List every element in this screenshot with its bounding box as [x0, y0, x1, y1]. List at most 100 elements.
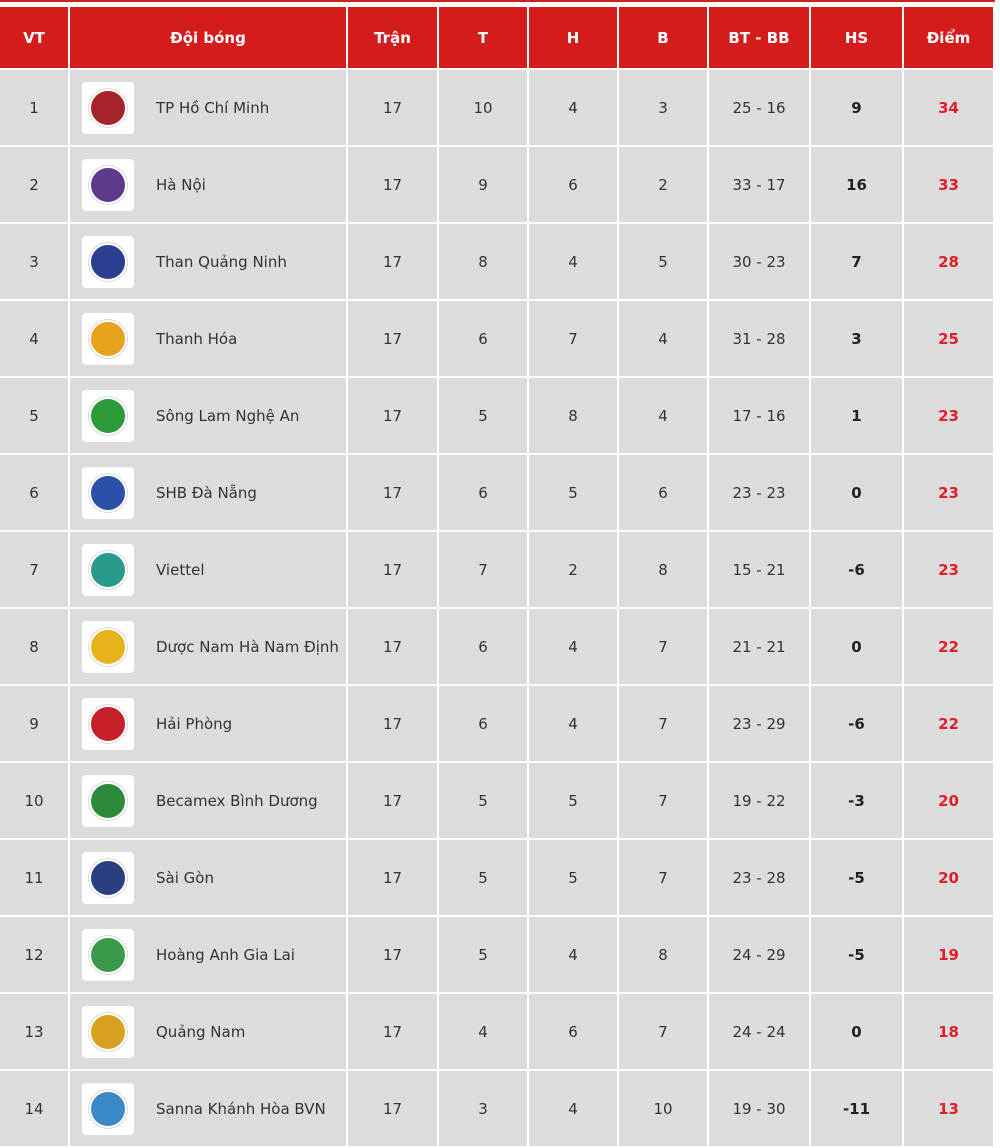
team-cell: Sài Gòn [70, 840, 346, 915]
points: 23 [904, 378, 993, 453]
header-lost: B [619, 7, 707, 68]
team-name: Sài Gòn [156, 868, 214, 887]
team-cell: Hà Nội [70, 147, 346, 222]
goals: 23 - 28 [709, 840, 809, 915]
team-logo-icon [82, 543, 134, 596]
table-row: 3 Than Quảng Ninh 17 8 4 5 30 - 23 7 28 [0, 224, 993, 299]
team-name: Quảng Nam [156, 1022, 246, 1041]
team-cell: Dược Nam Hà Nam Định [70, 609, 346, 684]
team-cell: Quảng Nam [70, 994, 346, 1069]
goal-difference: -5 [811, 840, 902, 915]
won: 3 [439, 1071, 527, 1146]
table-row: 9 Hải Phòng 17 6 4 7 23 - 29 -6 22 [0, 686, 993, 761]
played: 17 [348, 994, 437, 1069]
played: 17 [348, 609, 437, 684]
goal-difference: 7 [811, 224, 902, 299]
drawn: 5 [529, 763, 617, 838]
team-cell: Hải Phòng [70, 686, 346, 761]
header-gd: HS [811, 7, 902, 68]
lost: 2 [619, 147, 707, 222]
won: 8 [439, 224, 527, 299]
played: 17 [348, 763, 437, 838]
lost: 7 [619, 686, 707, 761]
pos: 13 [0, 994, 68, 1069]
team-name: Sanna Khánh Hòa BVN [156, 1099, 326, 1118]
goals: 24 - 29 [709, 917, 809, 992]
won: 10 [439, 70, 527, 145]
team-logo-icon [82, 774, 134, 827]
lost: 8 [619, 917, 707, 992]
header-won: T [439, 7, 527, 68]
won: 6 [439, 686, 527, 761]
pos: 3 [0, 224, 68, 299]
drawn: 4 [529, 686, 617, 761]
drawn: 6 [529, 994, 617, 1069]
pos: 1 [0, 70, 68, 145]
goals: 23 - 23 [709, 455, 809, 530]
drawn: 4 [529, 609, 617, 684]
table-row: 1 TP Hồ Chí Minh 17 10 4 3 25 - 16 9 34 [0, 70, 993, 145]
played: 17 [348, 224, 437, 299]
won: 5 [439, 763, 527, 838]
lost: 3 [619, 70, 707, 145]
table-row: 2 Hà Nội 17 9 6 2 33 - 17 16 33 [0, 147, 993, 222]
goal-difference: 9 [811, 70, 902, 145]
standings-table: VT Đội bóng Trận T H B BT - BB HS Điểm 1… [0, 5, 995, 1148]
drawn: 4 [529, 224, 617, 299]
points: 28 [904, 224, 993, 299]
team-logo-icon [82, 620, 134, 673]
lost: 4 [619, 301, 707, 376]
team-cell: Thanh Hóa [70, 301, 346, 376]
goals: 30 - 23 [709, 224, 809, 299]
goal-difference: 0 [811, 455, 902, 530]
played: 17 [348, 301, 437, 376]
table-row: 8 Dược Nam Hà Nam Định 17 6 4 7 21 - 21 … [0, 609, 993, 684]
team-logo-icon [82, 1005, 134, 1058]
team-cell: Viettel [70, 532, 346, 607]
played: 17 [348, 147, 437, 222]
team-name: Becamex Bình Dương [156, 791, 318, 810]
won: 5 [439, 917, 527, 992]
header-team: Đội bóng [70, 7, 346, 68]
played: 17 [348, 686, 437, 761]
team-name: TP Hồ Chí Minh [156, 98, 270, 117]
top-border [0, 0, 995, 2]
table-row: 13 Quảng Nam 17 4 6 7 24 - 24 0 18 [0, 994, 993, 1069]
points: 33 [904, 147, 993, 222]
drawn: 2 [529, 532, 617, 607]
team-logo-icon [82, 851, 134, 904]
points: 19 [904, 917, 993, 992]
won: 5 [439, 840, 527, 915]
pos: 8 [0, 609, 68, 684]
header-points: Điểm [904, 7, 993, 68]
team-cell: SHB Đà Nẵng [70, 455, 346, 530]
team-name: SHB Đà Nẵng [156, 483, 257, 502]
lost: 7 [619, 609, 707, 684]
team-cell: Than Quảng Ninh [70, 224, 346, 299]
goals: 17 - 16 [709, 378, 809, 453]
team-name: Viettel [156, 560, 205, 579]
table-row: 6 SHB Đà Nẵng 17 6 5 6 23 - 23 0 23 [0, 455, 993, 530]
lost: 4 [619, 378, 707, 453]
team-name: Thanh Hóa [156, 329, 238, 348]
team-logo-icon [82, 312, 134, 365]
pos: 10 [0, 763, 68, 838]
points: 18 [904, 994, 993, 1069]
team-name: Hải Phòng [156, 714, 233, 733]
won: 5 [439, 378, 527, 453]
goal-difference: -6 [811, 686, 902, 761]
won: 6 [439, 455, 527, 530]
pos: 2 [0, 147, 68, 222]
drawn: 4 [529, 1071, 617, 1146]
goal-difference: 16 [811, 147, 902, 222]
header-goals: BT - BB [709, 7, 809, 68]
drawn: 6 [529, 147, 617, 222]
header-drawn: H [529, 7, 617, 68]
drawn: 5 [529, 840, 617, 915]
lost: 5 [619, 224, 707, 299]
lost: 8 [619, 532, 707, 607]
table-row: 10 Becamex Bình Dương 17 5 5 7 19 - 22 -… [0, 763, 993, 838]
team-logo-icon [82, 466, 134, 519]
lost: 10 [619, 1071, 707, 1146]
points: 23 [904, 455, 993, 530]
